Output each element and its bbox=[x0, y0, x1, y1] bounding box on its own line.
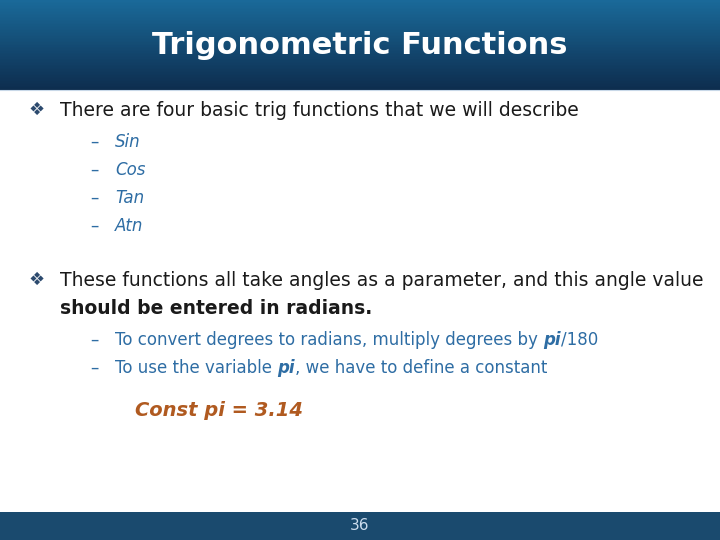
Text: –: – bbox=[90, 161, 99, 179]
Bar bbox=[0, 40, 720, 42]
Text: ❖: ❖ bbox=[28, 101, 44, 119]
Bar bbox=[0, 58, 720, 60]
Bar bbox=[0, 70, 720, 72]
Bar bbox=[0, 21, 720, 23]
Bar bbox=[0, 71, 720, 73]
Bar bbox=[0, 88, 720, 90]
Bar bbox=[0, 13, 720, 15]
Bar bbox=[0, 4, 720, 6]
Bar bbox=[0, 76, 720, 78]
Bar bbox=[0, 51, 720, 52]
Bar bbox=[0, 0, 720, 2]
Text: To use the variable: To use the variable bbox=[115, 359, 277, 377]
Bar bbox=[0, 43, 720, 45]
Bar bbox=[0, 512, 720, 540]
Text: –: – bbox=[90, 331, 99, 349]
Bar bbox=[0, 57, 720, 58]
Bar bbox=[0, 73, 720, 75]
Bar bbox=[0, 75, 720, 77]
Text: These functions all take angles as a parameter, and this angle value: These functions all take angles as a par… bbox=[60, 271, 703, 289]
Text: Sin: Sin bbox=[115, 133, 140, 151]
Bar bbox=[0, 44, 720, 46]
Bar bbox=[0, 61, 720, 63]
Text: –: – bbox=[90, 189, 99, 207]
Bar bbox=[0, 67, 720, 69]
Bar bbox=[0, 48, 720, 50]
Bar bbox=[0, 11, 720, 14]
Bar bbox=[0, 63, 720, 64]
Bar bbox=[0, 7, 720, 9]
Text: 36: 36 bbox=[350, 518, 370, 534]
Bar bbox=[0, 31, 720, 33]
Bar bbox=[0, 15, 720, 17]
Text: Tan: Tan bbox=[115, 189, 144, 207]
Bar bbox=[0, 78, 720, 79]
Bar bbox=[0, 79, 720, 81]
Text: Atn: Atn bbox=[115, 217, 143, 235]
Bar bbox=[0, 26, 720, 29]
Bar bbox=[0, 32, 720, 35]
Text: /180: /180 bbox=[561, 331, 598, 349]
Bar bbox=[0, 46, 720, 48]
Bar bbox=[0, 59, 720, 62]
Bar bbox=[0, 52, 720, 54]
Bar bbox=[0, 80, 720, 83]
Text: To convert degrees to radians, multiply degrees by: To convert degrees to radians, multiply … bbox=[115, 331, 543, 349]
Text: Trigonometric Functions: Trigonometric Functions bbox=[152, 30, 568, 59]
Bar bbox=[0, 38, 720, 40]
Bar bbox=[0, 64, 720, 66]
Bar bbox=[0, 69, 720, 71]
Text: There are four basic trig functions that we will describe: There are four basic trig functions that… bbox=[60, 100, 579, 119]
Bar bbox=[0, 37, 720, 39]
Bar bbox=[0, 82, 720, 84]
Bar bbox=[0, 24, 720, 25]
Bar bbox=[0, 9, 720, 10]
Bar bbox=[0, 42, 720, 44]
Text: ❖: ❖ bbox=[28, 271, 44, 289]
Bar bbox=[0, 17, 720, 19]
Bar bbox=[0, 10, 720, 12]
Text: –: – bbox=[90, 359, 99, 377]
Bar bbox=[0, 5, 720, 8]
Text: should be entered in radians.: should be entered in radians. bbox=[60, 299, 372, 318]
Bar bbox=[0, 86, 720, 89]
Bar bbox=[0, 84, 720, 85]
Bar bbox=[0, 85, 720, 87]
Bar bbox=[0, 34, 720, 36]
Bar bbox=[0, 28, 720, 30]
Text: pi: pi bbox=[277, 359, 295, 377]
Bar bbox=[0, 25, 720, 27]
Text: Cos: Cos bbox=[115, 161, 145, 179]
Bar bbox=[0, 19, 720, 21]
Text: , we have to define a constant: , we have to define a constant bbox=[295, 359, 547, 377]
Bar bbox=[0, 36, 720, 37]
Bar bbox=[0, 55, 720, 57]
Text: –: – bbox=[90, 217, 99, 235]
Bar bbox=[0, 30, 720, 31]
Text: –: – bbox=[90, 133, 99, 151]
Bar bbox=[0, 22, 720, 24]
Bar bbox=[0, 1, 720, 3]
Bar bbox=[0, 3, 720, 4]
Text: pi: pi bbox=[543, 331, 561, 349]
Bar bbox=[0, 16, 720, 18]
Bar bbox=[0, 49, 720, 51]
Text: Const pi = 3.14: Const pi = 3.14 bbox=[135, 401, 303, 420]
Bar bbox=[0, 53, 720, 56]
Bar bbox=[0, 65, 720, 68]
